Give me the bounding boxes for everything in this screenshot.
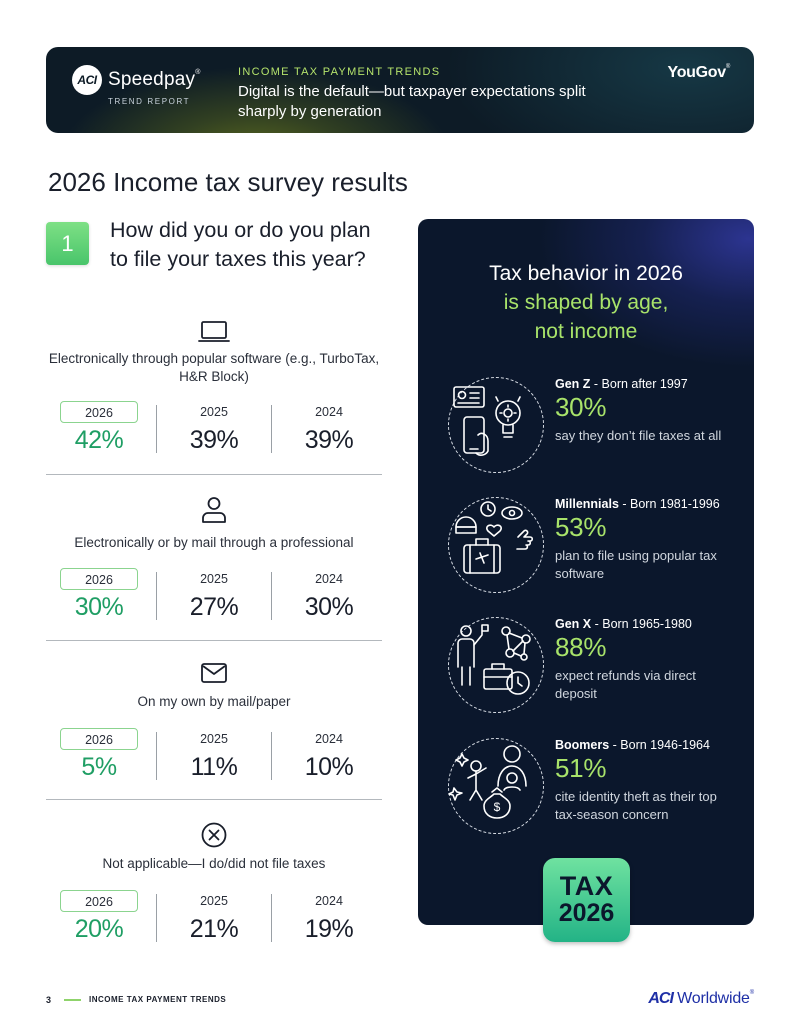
generation-description: plan to file using popular tax software — [555, 548, 717, 581]
section-divider — [46, 640, 382, 641]
year-stats: 2026 42% 2025 39% 2024 39% — [46, 401, 382, 457]
stat-2025: 2025 27% — [189, 572, 239, 621]
footer-section-title: INCOME TAX PAYMENT TRENDS — [89, 995, 227, 1004]
business-network-icon — [457, 624, 531, 695]
travel-lifestyle-icon — [455, 501, 534, 574]
aci-worldwide-logo: ACI Worldwide® — [648, 990, 754, 1007]
generation-description: expect refunds via direct deposit — [555, 668, 696, 701]
banner-eyebrow: INCOME TAX PAYMENT TRENDS — [238, 66, 441, 78]
brand-subtitle: TREND REPORT — [108, 97, 191, 106]
divider — [271, 732, 272, 780]
stat-2024: 2024 30% — [304, 572, 354, 621]
generation-percent: 51% — [555, 753, 607, 783]
badge-line: 2026 — [558, 899, 615, 927]
stat-2024: 2024 39% — [304, 405, 354, 454]
generation-percent: 30% — [555, 392, 607, 422]
divider — [156, 732, 157, 780]
stat-2026: 2026 30% — [46, 568, 152, 622]
tax-2026-badge: TAX 2026 — [543, 858, 630, 942]
footer-accent-line — [64, 999, 81, 1001]
yougov-logo: YouGov® — [667, 64, 731, 81]
answer-label: On my own by mail/paper — [137, 694, 291, 709]
icon-circle — [448, 617, 544, 713]
panel-title: Tax behavior in 2026 is shaped by age, n… — [418, 259, 754, 346]
phone-lightbulb-icon — [453, 386, 521, 456]
section-divider — [46, 474, 382, 475]
generation-percent: 88% — [555, 632, 607, 662]
x-circle-icon — [196, 820, 232, 850]
family-money-icon: $ — [448, 745, 527, 819]
boomers-stat: $ Boomers - Born 1946-1964 51% cite iden… — [418, 738, 754, 838]
stat-2026: 2026 20% — [46, 890, 152, 944]
generation-panel: Tax behavior in 2026 is shaped by age, n… — [418, 219, 754, 925]
generation-name: Millennials - Born 1981-1996 — [555, 497, 720, 511]
answer-label: Electronically through popular software … — [48, 351, 380, 384]
gen-x-stat: Gen X - Born 1965-1980 88% expect refund… — [418, 617, 754, 717]
generation-name: Boomers - Born 1946-1964 — [555, 738, 710, 752]
aci-logo-mark: ACI — [72, 65, 102, 95]
millennials-stat: Millennials - Born 1981-1996 53% plan to… — [418, 497, 754, 597]
panel-title-highlight: is shaped by age, — [503, 291, 669, 314]
divider — [156, 572, 157, 620]
icon-circle — [448, 497, 544, 593]
section-divider — [46, 799, 382, 800]
stat-2024: 2024 10% — [304, 732, 354, 781]
badge-line: TAX — [559, 871, 614, 901]
divider — [156, 405, 157, 453]
generation-description: say they don’t file taxes at all — [555, 428, 722, 443]
divider — [156, 894, 157, 942]
speedpay-logo: ACI Speedpay® TREND REPORT — [72, 65, 212, 106]
person-icon — [196, 495, 232, 525]
stat-2026: 2026 42% — [46, 401, 152, 455]
panel-title-highlight: not income — [534, 320, 638, 343]
divider — [271, 405, 272, 453]
svg-text:$: $ — [494, 800, 501, 814]
question-number: 1 — [46, 222, 89, 265]
question-text: How did you or do you plan to file your … — [110, 218, 371, 271]
answer-label: Not applicable—I do/did not file taxes — [102, 856, 326, 871]
divider — [271, 572, 272, 620]
icon-circle — [448, 377, 544, 473]
year-stats: 2026 30% 2025 27% 2024 30% — [46, 568, 382, 624]
laptop-icon — [196, 317, 232, 347]
panel-title-line: Tax behavior in 2026 — [489, 262, 683, 285]
generation-name: Gen X - Born 1965-1980 — [555, 617, 692, 631]
year-stats: 2026 5% 2025 11% 2024 10% — [46, 728, 382, 784]
gen-z-stat: Gen Z - Born after 1997 30% say they don… — [418, 377, 754, 477]
banner-headline: Digital is the default—but taxpayer expe… — [238, 83, 586, 120]
envelope-icon — [196, 658, 232, 688]
icon-circle — [448, 738, 544, 834]
brand-name: Speedpay® — [108, 69, 201, 90]
stat-2025: 2025 11% — [190, 732, 238, 781]
report-banner: ACI Speedpay® TREND REPORT INCOME TAX PA… — [46, 47, 754, 133]
page-title: 2026 Income tax survey results — [48, 167, 408, 197]
divider — [271, 894, 272, 942]
answer-label: Electronically or by mail through a prof… — [74, 535, 354, 550]
stat-2025: 2025 21% — [189, 894, 239, 943]
generation-percent: 53% — [555, 512, 607, 542]
year-stats: 2026 20% 2025 21% 2024 19% — [46, 890, 382, 946]
generation-description: cite identity theft as their top tax-sea… — [555, 789, 717, 822]
stat-2026: 2026 5% — [46, 728, 152, 782]
stat-2024: 2024 19% — [304, 894, 354, 943]
page-number: 3 — [46, 995, 52, 1005]
generation-name: Gen Z - Born after 1997 — [555, 377, 688, 391]
stat-2025: 2025 39% — [189, 405, 239, 454]
